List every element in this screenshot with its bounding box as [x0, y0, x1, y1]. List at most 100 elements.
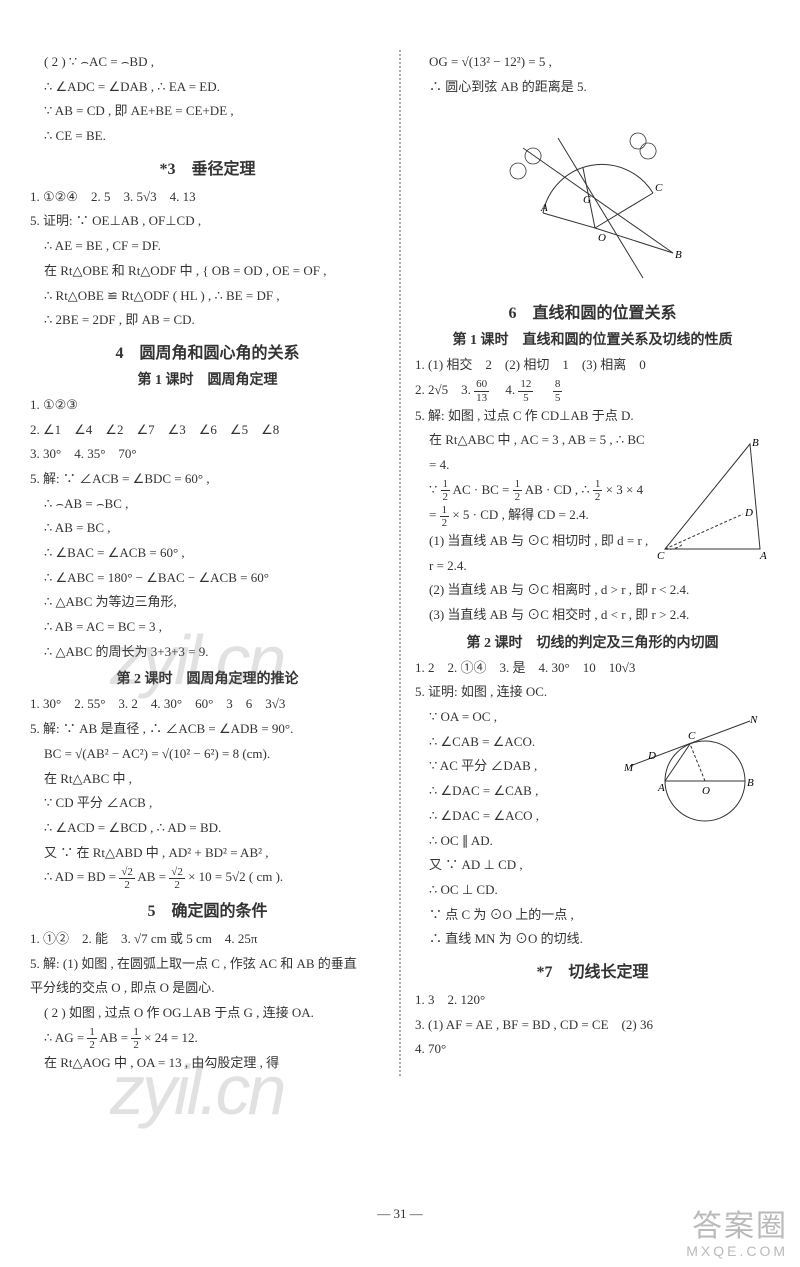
text: ∴ AD = BD = √22 AB = √22 × 10 = 5√2 ( cm…	[30, 865, 385, 891]
triangle-figure: B C A D	[655, 434, 770, 564]
section-4-heading: 4 圆周角和圆心角的关系	[30, 339, 385, 363]
section-7-heading: *7 切线长定理	[415, 958, 770, 982]
text: ∴ OC ∥ AD.	[415, 829, 770, 854]
text: ∵ AB = CD , 即 AE+BE = CE+DE ,	[30, 99, 385, 124]
text: ∴ △ABC 为等边三角形,	[30, 590, 385, 615]
text: 1. 3 2. 120°	[415, 988, 770, 1013]
fraction: 12	[87, 1026, 97, 1051]
text: ∴ ⌢AB = ⌢BC ,	[30, 492, 385, 517]
text: AB =	[99, 1030, 131, 1045]
text: 1. 30° 2. 55° 3. 2 4. 30° 60° 3 6 3√3	[30, 692, 385, 717]
fraction: 6013	[474, 378, 489, 403]
fraction: 12	[513, 478, 523, 503]
text: 4.	[492, 382, 518, 397]
text: AC · BC =	[453, 482, 513, 497]
text: ∴ ∠BAC = ∠ACB = 60° ,	[30, 541, 385, 566]
text: ∴ ∠ADC = ∠DAB , ∴ EA = ED.	[30, 75, 385, 100]
text: =	[429, 507, 440, 522]
svg-text:A: A	[759, 550, 767, 562]
construction-figure: A C O G B	[483, 103, 703, 293]
text: ∵	[429, 482, 441, 497]
svg-text:C: C	[657, 550, 665, 562]
text: ∴ 圆心到弦 AB 的距离是 5.	[415, 75, 770, 100]
text: ∴ AB = AC = BC = 3 ,	[30, 615, 385, 640]
text: BC = √(AB² − AC²) = √(10² − 6²) = 8 (cm)…	[30, 742, 385, 767]
text: 又 ∵ 在 Rt△ABD 中 , AD² + BD² = AB² ,	[30, 841, 385, 866]
text: × 10 = 5√2 ( cm ).	[188, 869, 283, 884]
fraction: 12	[131, 1026, 141, 1051]
text: ∴ Rt△OBE ≌ Rt△ODF ( HL ) , ∴ BE = DF ,	[30, 284, 385, 309]
text: 5. 证明: ∵ OE⊥AB , OF⊥CD ,	[30, 209, 385, 234]
text: ∴ ∠ABC = 180° − ∠BAC − ∠ACB = 60°	[30, 566, 385, 591]
page-content: ( 2 ) ∵ ⌢AC = ⌢BD , ∴ ∠ADC = ∠DAB , ∴ EA…	[0, 0, 800, 1106]
text: 5. 解: ∵ AB 是直径 , ∴ ∠ACB = ∠ADB = 90°.	[30, 717, 385, 742]
fraction: √22	[119, 866, 135, 891]
text: AB =	[137, 869, 169, 884]
fraction: 85	[553, 378, 563, 403]
section-5-heading: 5 确定圆的条件	[30, 897, 385, 921]
text: 在 Rt△OBE 和 Rt△ODF 中 , { OB = OD , OE = O…	[30, 259, 385, 284]
text: ∴ AB = BC ,	[30, 516, 385, 541]
svg-text:B: B	[752, 437, 759, 449]
text: 5. 证明: 如图 , 连接 OC.	[415, 680, 770, 705]
svg-text:O: O	[702, 785, 710, 797]
section-3-heading: *3 垂径定理	[30, 155, 385, 179]
text: 4. 70°	[415, 1037, 770, 1062]
text: × 5 · CD , 解得 CD = 2.4.	[452, 507, 588, 522]
text: 在 Rt△ABC 中 ,	[30, 767, 385, 792]
text: ( 2 ) 如图 , 过点 O 作 OG⊥AB 于点 G , 连接 OA.	[30, 1001, 385, 1026]
text: 2. 2√5 3.	[415, 382, 474, 397]
svg-text:D: D	[647, 750, 656, 762]
section-6-sub2: 第 2 课时 切线的判定及三角形的内切圆	[415, 632, 770, 652]
text: ∴ AG =	[44, 1030, 87, 1045]
svg-text:C: C	[688, 730, 696, 742]
text: (3) 当直线 AB 与 ⊙C 相交时 , d < r , 即 r > 2.4.	[415, 603, 770, 628]
text: ∵ 点 C 为 ⊙O 上的一点 ,	[415, 903, 770, 928]
svg-text:C: C	[655, 182, 663, 194]
section-6-heading: 6 直线和圆的位置关系	[415, 299, 770, 323]
svg-text:B: B	[747, 777, 754, 789]
section-6-sub1: 第 1 课时 直线和圆的位置关系及切线的性质	[415, 329, 770, 349]
right-column: OG = √(13² − 12²) = 5 , ∴ 圆心到弦 AB 的距离是 5…	[415, 50, 770, 1076]
svg-text:O: O	[598, 232, 606, 244]
svg-text:B: B	[675, 249, 682, 261]
section-4-sub1: 第 1 课时 圆周角定理	[30, 369, 385, 389]
fraction: 12	[593, 478, 603, 503]
text: ∵ CD 平分 ∠ACB ,	[30, 791, 385, 816]
left-column: ( 2 ) ∵ ⌢AC = ⌢BD , ∴ ∠ADC = ∠DAB , ∴ EA…	[30, 50, 385, 1076]
svg-text:M: M	[623, 762, 634, 774]
text: 1. (1) 相交 2 (2) 相切 1 (3) 相离 0	[415, 353, 770, 378]
text: 5. 解: ∵ ∠ACB = ∠BDC = 60° ,	[30, 467, 385, 492]
text: 5. 解: 如图 , 过点 C 作 CD⊥AB 于点 D.	[415, 404, 770, 429]
text: (2) 当直线 AB 与 ⊙C 相离时 , d > r , 即 r < 2.4.	[415, 578, 770, 603]
text: × 24 = 12.	[144, 1030, 198, 1045]
text: 1. ①②③	[30, 393, 385, 418]
text: 2. ∠1 ∠4 ∠2 ∠7 ∠3 ∠6 ∠5 ∠8	[30, 418, 385, 443]
fraction: √22	[169, 866, 185, 891]
svg-text:D: D	[744, 507, 753, 519]
text: 3. 30° 4. 35° 70°	[30, 442, 385, 467]
fraction: 125	[518, 378, 533, 403]
circle-tangent-figure: A B O C D M N	[620, 711, 770, 826]
text: 在 Rt△AOG 中 , OA = 13 , 由勾股定理 , 得	[30, 1051, 385, 1076]
text: ∴ CE = BE.	[30, 124, 385, 149]
text: ∴ OC ⊥ CD.	[415, 878, 770, 903]
text: 1. ①② 2. 能 3. √7 cm 或 5 cm 4. 25π	[30, 927, 385, 952]
corner-watermark-small: MXQE.COM	[686, 1243, 788, 1259]
text: ∴ 直线 MN 为 ⊙O 的切线.	[415, 927, 770, 952]
fraction: 12	[441, 478, 451, 503]
text: 1. 2 2. ①④ 3. 是 4. 30° 10 10√3	[415, 656, 770, 681]
text: ∴ 2BE = 2DF , 即 AB = CD.	[30, 308, 385, 333]
svg-text:A: A	[657, 782, 665, 794]
svg-text:N: N	[749, 714, 758, 726]
text: 5. 解: (1) 如图 , 在圆弧上取一点 C , 作弦 AC 和 AB 的垂…	[30, 952, 385, 977]
text: 2. 2√5 3. 6013 4. 125 85	[415, 378, 770, 404]
text: × 3 × 4	[606, 482, 643, 497]
text: 3. (1) AF = AE , BF = BD , CD = CE (2) 3…	[415, 1013, 770, 1038]
fraction: 12	[440, 504, 450, 529]
page-number: — 31 —	[0, 1206, 800, 1222]
svg-text:G: G	[583, 194, 591, 206]
text: OG = √(13² − 12²) = 5 ,	[415, 50, 770, 75]
text: 又 ∵ AD ⊥ CD ,	[415, 853, 770, 878]
text: ∴ △ABC 的周长为 3+3+3 = 9.	[30, 640, 385, 665]
